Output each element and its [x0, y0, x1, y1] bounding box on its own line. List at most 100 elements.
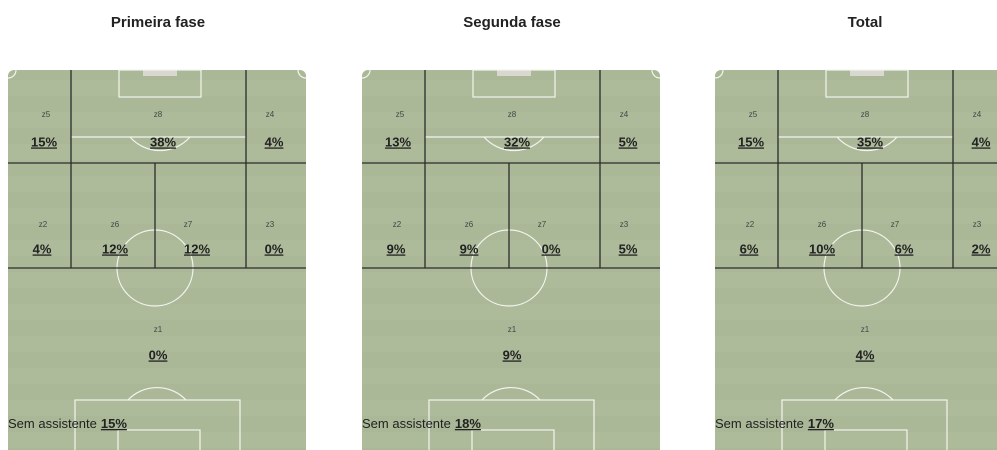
penalty-arc-bottom — [834, 387, 894, 401]
stripe — [8, 432, 306, 448]
stripe — [8, 368, 306, 384]
stripe — [362, 304, 660, 320]
zone-label: z4 — [973, 110, 982, 119]
corner-arcs — [714, 69, 724, 79]
zone-value: 5% — [619, 134, 638, 149]
no-assist: Sem assistente 18% — [362, 416, 481, 431]
zone-label: z5 — [42, 110, 51, 119]
no-assist-value: 17% — [808, 416, 834, 431]
zone-label: z8 — [861, 110, 870, 119]
zone-label: z4 — [266, 110, 275, 119]
stripe — [715, 432, 997, 448]
stripe — [715, 368, 997, 384]
stripe — [362, 208, 660, 224]
zone-value: 38% — [150, 134, 176, 149]
zone-value: 9% — [503, 347, 522, 362]
zone-value: 4% — [972, 134, 991, 149]
zone-label: z1 — [508, 325, 517, 334]
no-assist-value: 18% — [455, 416, 481, 431]
zone-label: z5 — [749, 110, 758, 119]
zone-label: z6 — [818, 220, 827, 229]
zone-label: z5 — [396, 110, 405, 119]
zone-label: z2 — [39, 220, 48, 229]
stripe — [715, 208, 997, 224]
zone-label: z2 — [746, 220, 755, 229]
penalty-box-bottom — [428, 399, 595, 450]
zone-value: 15% — [31, 134, 57, 149]
goal-area-bottom — [824, 429, 908, 450]
zone-label: z3 — [266, 220, 275, 229]
no-assist: Sem assistente 17% — [715, 416, 834, 431]
zone-label: z7 — [538, 220, 547, 229]
zone-value: 15% — [738, 134, 764, 149]
penalty-box-bottom — [74, 399, 241, 450]
penalty-arc-top — [129, 136, 191, 152]
penalty-box-bottom — [781, 399, 948, 450]
corner-arcs — [361, 69, 661, 79]
stripe — [362, 80, 660, 96]
zone-value: 12% — [102, 241, 128, 256]
zone-value: 6% — [895, 241, 914, 256]
stripe — [362, 144, 660, 160]
penalty-arc-top — [483, 136, 545, 152]
stripe — [715, 112, 997, 128]
no-assist-label: Sem assistente — [715, 416, 804, 431]
panel: Total z5 15% z8 35% z4 4% z2 6% z6 10% z7 6% z3 2% z1 4%… — [714, 14, 997, 450]
goal-area-bottom — [117, 429, 201, 450]
stripe — [715, 400, 997, 416]
zone-label: z7 — [891, 220, 900, 229]
zone-label: z2 — [393, 220, 402, 229]
pitch — [362, 70, 660, 450]
no-assist: Sem assistente 15% — [8, 416, 127, 431]
panel-title: Primeira fase — [111, 14, 205, 31]
penalty-arc-bottom — [481, 387, 541, 401]
zone-value: 9% — [387, 241, 406, 256]
zone-label: z4 — [620, 110, 629, 119]
stripe — [362, 400, 660, 416]
stripe — [8, 80, 306, 96]
goal-area-top — [472, 69, 556, 98]
no-assist-label: Sem assistente — [8, 416, 97, 431]
stripe — [715, 144, 997, 160]
zone-value: 13% — [385, 134, 411, 149]
zone-value: 12% — [184, 241, 210, 256]
zone-label: z6 — [465, 220, 474, 229]
stripe — [8, 272, 306, 288]
zone-value: 5% — [619, 241, 638, 256]
stripe — [715, 240, 997, 256]
zone-label: z6 — [111, 220, 120, 229]
goal-area-bottom — [471, 429, 555, 450]
zone-label: z8 — [508, 110, 517, 119]
zone-value: 4% — [33, 241, 52, 256]
zone-label: z8 — [154, 110, 163, 119]
corner-arcs — [7, 69, 307, 79]
stripe — [8, 112, 306, 128]
stripe — [362, 432, 660, 448]
stripe — [362, 336, 660, 352]
penalty-arc-top — [836, 136, 898, 152]
zone-value: 0% — [265, 241, 284, 256]
goal — [850, 70, 884, 76]
stripe — [715, 336, 997, 352]
panel-title: Segunda fase — [463, 14, 561, 31]
penalty-arc-bottom — [127, 387, 187, 401]
stripe — [8, 176, 306, 192]
zone-label: z1 — [154, 325, 163, 334]
no-assist-label: Sem assistente — [362, 416, 451, 431]
zone-value: 2% — [972, 241, 991, 256]
zone-label: z3 — [620, 220, 629, 229]
stripe — [362, 176, 660, 192]
goal-area-top — [118, 69, 202, 98]
zone-value: 32% — [504, 134, 530, 149]
zone-value: 35% — [857, 134, 883, 149]
goal — [497, 70, 531, 76]
stripe — [8, 304, 306, 320]
no-assist-value: 15% — [101, 416, 127, 431]
stripe — [8, 208, 306, 224]
stripe — [362, 240, 660, 256]
zone-value: 4% — [856, 347, 875, 362]
stripe — [362, 112, 660, 128]
stripe — [8, 144, 306, 160]
stripe — [8, 336, 306, 352]
